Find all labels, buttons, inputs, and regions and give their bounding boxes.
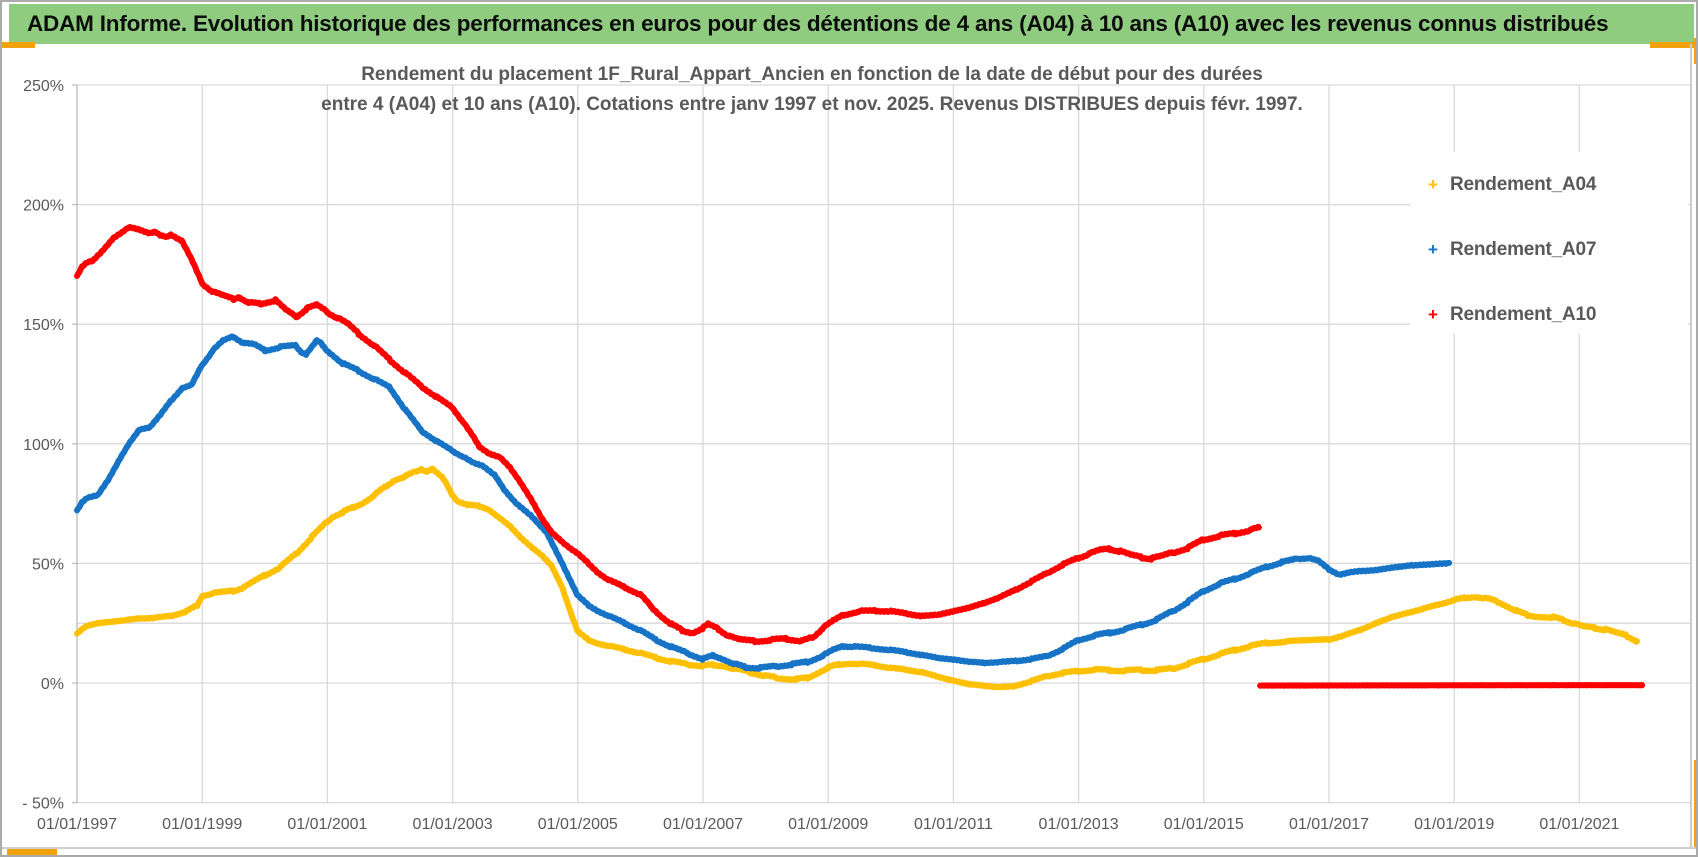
svg-text:01/01/2005: 01/01/2005 xyxy=(538,816,618,833)
svg-text:01/01/2001: 01/01/2001 xyxy=(287,816,367,833)
series-a04-marker-icon: + xyxy=(1428,175,1438,194)
svg-text:100%: 100% xyxy=(23,437,64,454)
selection-accent-right-bottom xyxy=(1694,760,1696,847)
selection-accent-bottom-left xyxy=(7,848,57,855)
legend-item-rendement-a04[interactable]: + Rendement_A04 xyxy=(1428,172,1688,198)
chart-right-border xyxy=(1690,44,1692,847)
legend-label-a10: Rendement_A10 xyxy=(1450,304,1597,325)
chart-title-line2: entre 4 (A04) et 10 ans (A10). Cotations… xyxy=(321,94,1303,115)
svg-text:01/01/2019: 01/01/2019 xyxy=(1414,816,1494,833)
svg-text:50%: 50% xyxy=(32,556,64,573)
selection-accent-top-right xyxy=(1650,42,1696,48)
svg-text:200%: 200% xyxy=(23,198,64,215)
svg-text:250%: 250% xyxy=(23,78,64,95)
svg-text:01/01/1997: 01/01/1997 xyxy=(37,816,117,833)
svg-text:01/01/2021: 01/01/2021 xyxy=(1539,816,1619,833)
svg-text:01/01/2017: 01/01/2017 xyxy=(1289,816,1369,833)
svg-text:01/01/2013: 01/01/2013 xyxy=(1039,816,1119,833)
svg-text:01/01/2011: 01/01/2011 xyxy=(914,816,993,833)
svg-text:01/01/2003: 01/01/2003 xyxy=(413,816,493,833)
series-a10-marker-icon: + xyxy=(1428,305,1438,324)
chart-title: Rendement du placement 1F_Rural_Appart_A… xyxy=(172,60,1452,120)
banner: ADAM Informe. Evolution historique des p… xyxy=(9,4,1694,44)
legend-item-rendement-a10[interactable]: + Rendement_A10 xyxy=(1428,302,1688,328)
chart-legend: + Rendement_A04 + Rendement_A07 + Rendem… xyxy=(1410,152,1688,334)
legend-item-rendement-a07[interactable]: + Rendement_A07 xyxy=(1428,237,1688,263)
chart-bottom-border xyxy=(2,847,1696,849)
svg-text:- 50%: - 50% xyxy=(22,796,64,813)
svg-text:01/01/2007: 01/01/2007 xyxy=(663,816,743,833)
svg-text:150%: 150% xyxy=(23,317,64,334)
legend-label-a04: Rendement_A04 xyxy=(1450,174,1597,195)
chart-title-line1: Rendement du placement 1F_Rural_Appart_A… xyxy=(361,64,1263,85)
legend-label-a07: Rendement_A07 xyxy=(1450,239,1597,260)
selection-accent-top-left xyxy=(2,42,35,48)
svg-text:01/01/1999: 01/01/1999 xyxy=(162,816,242,833)
svg-text:0%: 0% xyxy=(41,676,64,693)
selection-accent-right-top xyxy=(1694,38,1696,64)
svg-text:01/01/2015: 01/01/2015 xyxy=(1164,816,1244,833)
series-a07-marker-icon: + xyxy=(1428,240,1438,259)
banner-title: ADAM Informe. Evolution historique des p… xyxy=(27,11,1609,36)
svg-text:01/01/2009: 01/01/2009 xyxy=(788,816,868,833)
